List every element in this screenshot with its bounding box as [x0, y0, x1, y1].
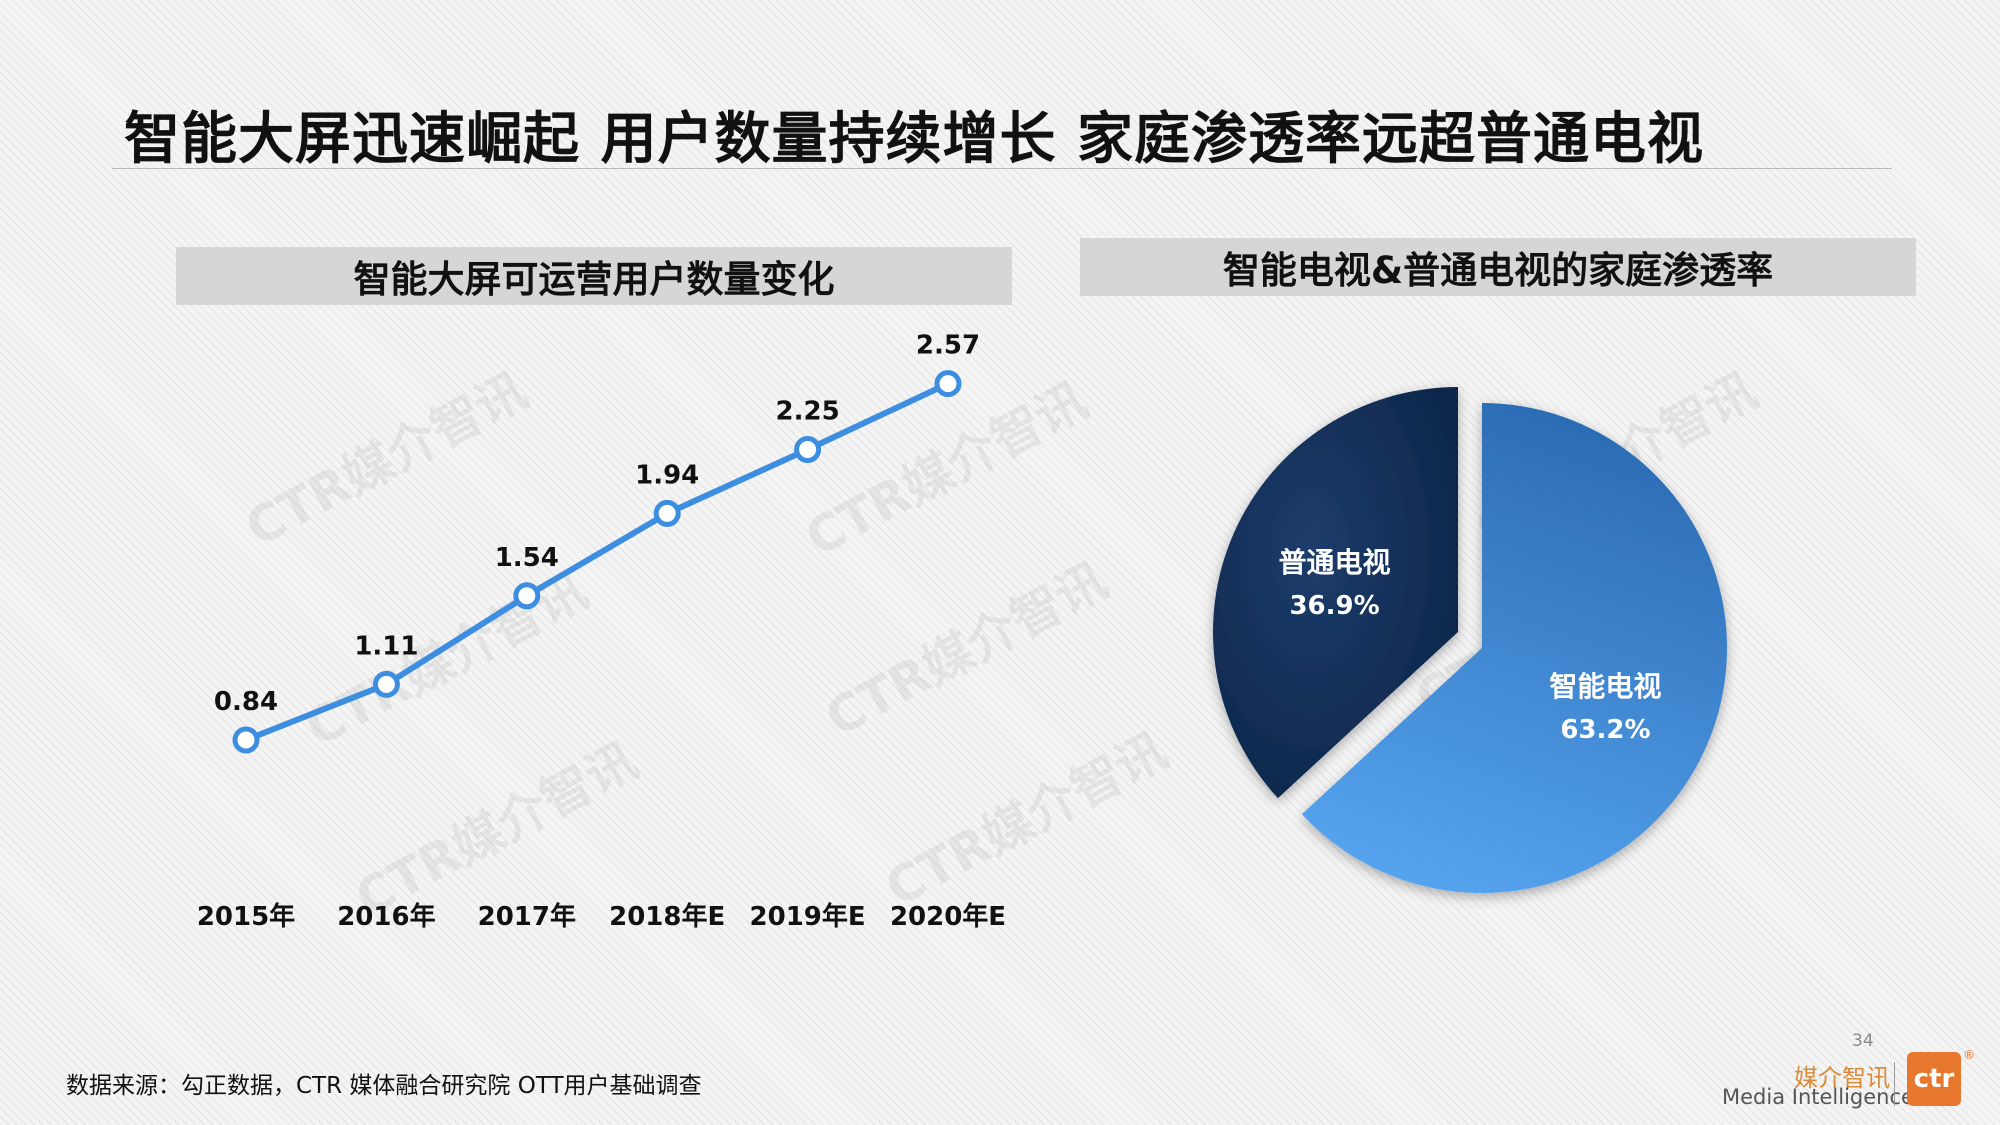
- pie-slice-label: 普通电视: [1279, 546, 1391, 579]
- data-point: [653, 499, 681, 527]
- x-tick-label: 2018年E: [609, 901, 725, 932]
- data-label: 1.11: [354, 631, 418, 661]
- data-source-note: 数据来源：勾正数据，CTR 媒体融合研究院 OTT用户基础调查: [66, 1073, 702, 1099]
- brand-name-en: Media Intelligence: [1722, 1085, 1914, 1109]
- ctr-logo: ctr: [1907, 1052, 1961, 1106]
- data-label: 0.84: [214, 687, 278, 717]
- pie-slice-value: 36.9%: [1289, 591, 1379, 621]
- brand-name-cn: 媒介智讯: [1794, 1064, 1890, 1092]
- pie-slice: [1212, 387, 1458, 799]
- page-number: 34: [1852, 1031, 1874, 1051]
- line-chart-title: 智能大屏可运营用户数量变化: [176, 247, 1012, 305]
- data-point: [513, 582, 541, 610]
- data-point: [372, 670, 400, 698]
- data-point: [232, 726, 260, 754]
- data-point: [794, 436, 822, 464]
- data-label: 2.25: [776, 397, 840, 427]
- data-label: 1.54: [495, 543, 559, 573]
- x-tick-label: 2020年E: [890, 901, 1006, 932]
- pie-slice: [1301, 403, 1727, 894]
- page-title: 智能大屏迅速崛起 用户数量持续增长 家庭渗透率远超普通电视: [124, 107, 1704, 172]
- x-tick-label: 2015年: [197, 901, 295, 932]
- pie-chart-title: 智能电视&普通电视的家庭渗透率: [1080, 238, 1916, 296]
- pie-slice-value: 63.2%: [1560, 715, 1650, 745]
- data-label: 1.94: [635, 460, 699, 490]
- registered-mark: ®: [1963, 1048, 1975, 1062]
- x-tick-label: 2016年: [337, 901, 435, 932]
- brand-divider: [1894, 1062, 1895, 1106]
- line-series: [243, 380, 951, 743]
- x-tick-label: 2017年: [478, 901, 576, 932]
- data-label: 2.57: [916, 331, 980, 361]
- title-divider: [112, 168, 1892, 169]
- pie-slice-label: 智能电视: [1549, 670, 1661, 703]
- x-tick-label: 2019年E: [750, 901, 866, 932]
- data-point: [934, 370, 962, 398]
